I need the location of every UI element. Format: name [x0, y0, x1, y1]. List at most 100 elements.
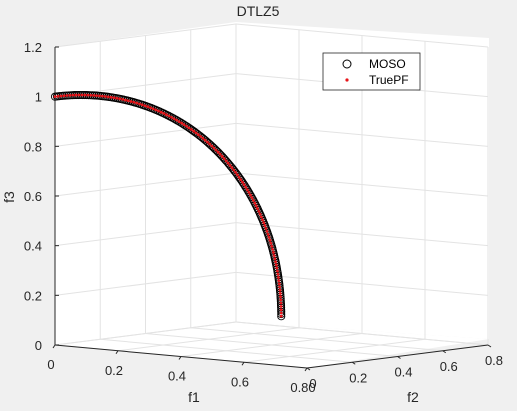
grid-wall-f3b-line — [54, 321, 237, 346]
z-tick-label: 0.2 — [24, 288, 42, 303]
moso-point — [207, 141, 216, 150]
truepf-point — [83, 93, 87, 97]
moso-point — [215, 149, 224, 158]
moso-point — [252, 202, 261, 211]
truepf-point — [228, 163, 232, 167]
truepf-point — [279, 295, 282, 299]
truepf-point — [109, 95, 113, 99]
truepf-point — [279, 311, 283, 315]
truepf-point — [162, 112, 166, 115]
legend-marker-truepf — [345, 78, 349, 82]
y-tick-label: 0.6 — [440, 359, 458, 374]
truepf-point — [71, 93, 75, 97]
truepf-point — [244, 185, 248, 189]
truepf-point — [226, 161, 230, 165]
y-tick-label: 0.4 — [394, 365, 412, 380]
legend-label-moso: MOSO — [369, 57, 406, 71]
truepf-point — [56, 94, 60, 98]
truepf-point — [279, 301, 283, 305]
truepf-point — [234, 171, 237, 174]
truepf-point — [274, 260, 277, 264]
truepf-point — [175, 118, 179, 122]
truepf-point — [224, 159, 228, 163]
truepf-point — [242, 183, 246, 187]
truepf-point — [194, 131, 198, 135]
truepf-point — [250, 196, 254, 200]
truepf-point — [177, 120, 181, 124]
grid-wall-f3b-line — [54, 122, 237, 147]
grid-wall-f3b-line — [54, 271, 237, 296]
truepf-point — [259, 215, 263, 219]
x-axis-label: f1 — [188, 389, 200, 405]
grid-wall-f3b-line — [54, 222, 237, 247]
x-tick-label: 0.80 — [290, 380, 315, 395]
truepf-point — [157, 109, 160, 113]
truepf-point — [232, 168, 236, 172]
moso-point — [208, 142, 217, 152]
grid-wall-f3b-line — [54, 172, 237, 197]
truepf-point — [237, 175, 241, 179]
grid-wall-f3-line — [235, 122, 489, 147]
truepf-point — [180, 121, 184, 125]
truepf-point — [214, 148, 218, 152]
truepf-point — [112, 96, 116, 100]
truepf-point — [276, 269, 279, 273]
truepf-point — [201, 136, 205, 140]
y-tick-label: 0.8 — [485, 353, 503, 368]
tick-mark — [442, 350, 447, 354]
truepf-point — [216, 150, 220, 154]
y-tick-label: 0 — [309, 376, 316, 391]
truepf-point — [80, 93, 84, 97]
z-axis-label: f3 — [1, 191, 17, 203]
truepf-point — [185, 124, 188, 128]
moso-point — [254, 205, 263, 214]
truepf-point — [98, 94, 101, 98]
truepf-point — [132, 100, 136, 104]
truepf-point — [249, 193, 252, 197]
truepf-point — [101, 94, 104, 98]
tick-mark — [487, 344, 492, 348]
tick-mark — [241, 361, 245, 366]
x-tick-label: 0.2 — [105, 363, 123, 378]
truepf-point — [182, 123, 186, 127]
truepf-point — [266, 232, 270, 236]
truepf-point — [271, 247, 275, 251]
truepf-point — [167, 114, 171, 118]
truepf-point — [146, 105, 150, 109]
grid-wall-f3-line — [235, 321, 489, 346]
grid-wall-f3-line — [235, 222, 489, 247]
truepf-point — [210, 144, 214, 148]
truepf-point — [149, 106, 152, 110]
truepf-point — [118, 97, 122, 101]
truepf-point — [196, 133, 200, 137]
truepf-point — [124, 98, 127, 102]
x-tick-label: 0 — [47, 357, 54, 372]
tick-mark — [397, 356, 401, 359]
truepf-point — [251, 198, 255, 202]
truepf-point — [59, 94, 63, 98]
truepf-point — [263, 224, 267, 227]
truepf-point — [159, 110, 163, 114]
truepf-point — [189, 128, 193, 131]
truepf-point — [121, 98, 125, 101]
truepf-point — [77, 93, 81, 97]
truepf-point — [276, 272, 280, 276]
truepf-point — [53, 95, 57, 99]
truepf-point — [222, 157, 226, 161]
truepf-point — [92, 94, 96, 97]
truepf-point — [279, 308, 283, 312]
truepf-point — [270, 244, 274, 248]
truepf-point — [277, 282, 281, 286]
truepf-point — [74, 93, 78, 97]
tick-mark — [52, 344, 56, 349]
grid-wall-f3b-line — [54, 73, 237, 98]
truepf-point — [239, 178, 243, 182]
truepf-point — [170, 115, 173, 119]
grid-wall-f3-line — [235, 172, 489, 197]
truepf-point — [278, 288, 282, 292]
tick-mark — [304, 367, 308, 372]
y-tick-label: 0.2 — [349, 370, 367, 385]
truepf-point — [135, 101, 139, 105]
moso-point — [210, 144, 219, 153]
truepf-point — [140, 103, 144, 107]
